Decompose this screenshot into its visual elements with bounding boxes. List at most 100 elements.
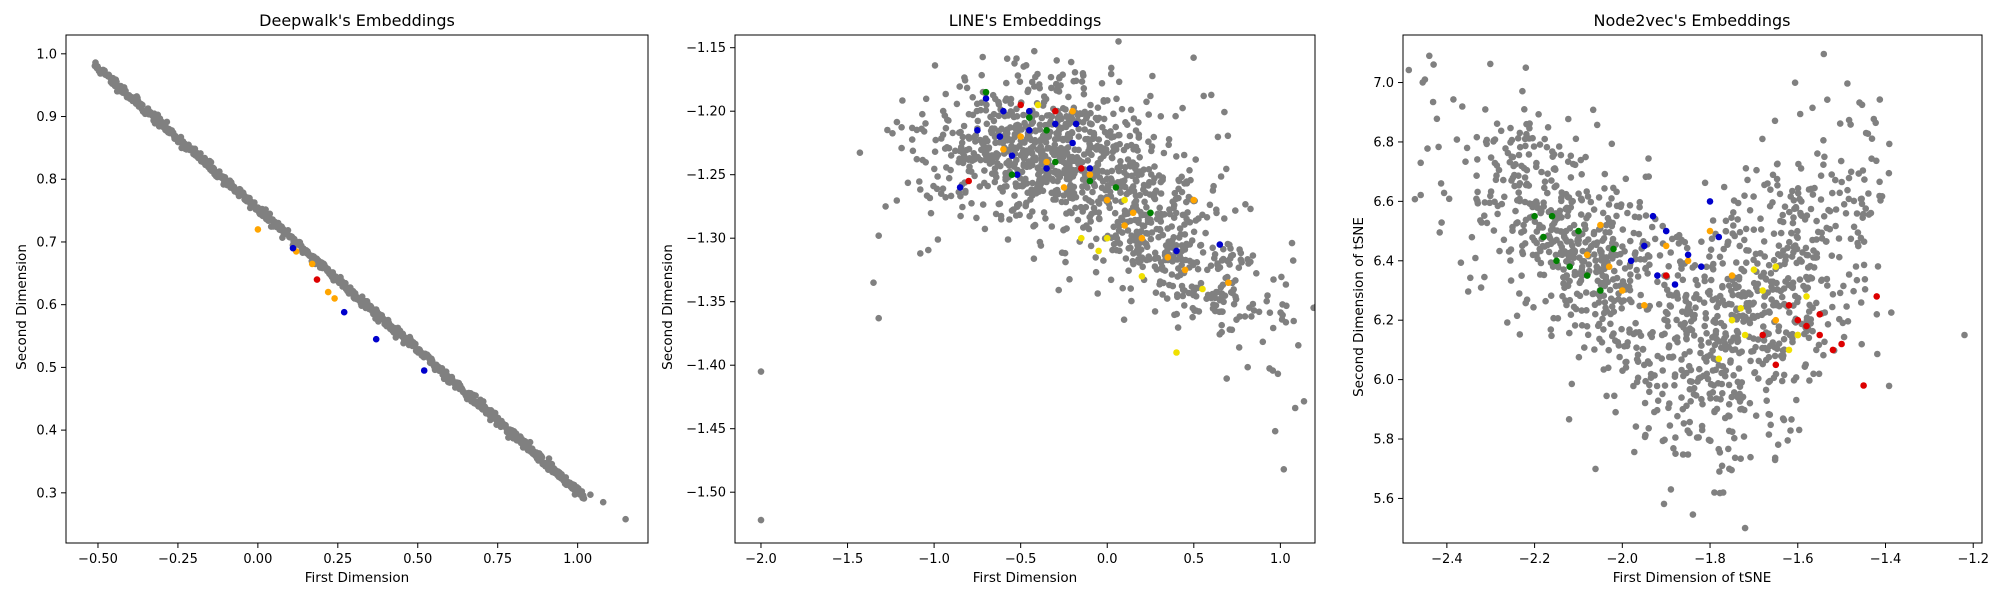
scatter-point [898, 144, 905, 152]
scatter-point [1138, 254, 1146, 261]
scatter-point [947, 152, 955, 159]
scatter-point [1716, 449, 1724, 456]
scatter-point [1689, 264, 1696, 271]
scatter-point [1074, 216, 1082, 224]
scatter-point [1146, 178, 1153, 186]
scatter-point [1122, 119, 1129, 126]
highlight-point-orange [1069, 107, 1076, 115]
scatter-point [1836, 253, 1843, 261]
highlight-point-red [1803, 322, 1810, 330]
highlight-point-blue [1698, 263, 1705, 271]
scatter-point [1775, 242, 1783, 249]
scatter-point [1722, 330, 1729, 337]
scatter-point [1548, 177, 1555, 184]
scatter-point [1616, 259, 1623, 267]
scatter-point [977, 156, 984, 164]
scatter-point [1156, 281, 1163, 288]
scatter-point [1702, 310, 1709, 317]
scatter-point [1794, 185, 1802, 192]
scatter-point [1712, 327, 1720, 335]
scatter-point [1421, 76, 1429, 83]
highlight-point-blue [1649, 212, 1657, 220]
scatter-point [1084, 157, 1092, 164]
scatter-point [1103, 149, 1110, 156]
scatter-point [1532, 163, 1540, 171]
scatter-point [1130, 203, 1137, 211]
scatter-point [1731, 454, 1739, 462]
scatter-point [1006, 136, 1013, 143]
scatter-point [1741, 524, 1749, 532]
scatter-point [870, 279, 877, 287]
scatter-point [1567, 152, 1575, 160]
scatter-point [1575, 236, 1582, 244]
scatter-point [1627, 271, 1634, 278]
scatter-point [1534, 255, 1541, 263]
scatter-point [1080, 85, 1088, 92]
scatter-point [1813, 217, 1820, 225]
scatter-point [1578, 272, 1586, 280]
scatter-point [1541, 135, 1548, 143]
scatter-point [757, 516, 765, 524]
plot-area: −0.50 −0.25 0.00 0.25 0.50 0.75 1.00 0.3 0.4 0.5 0… [36, 34, 649, 567]
highlight-point-orange [1684, 257, 1692, 265]
highlight-point-orange [1164, 253, 1172, 261]
highlight-point-orange [1662, 242, 1670, 250]
scatter-point [1674, 412, 1681, 420]
scatter-point [1612, 282, 1620, 290]
scatter-point [1738, 265, 1745, 273]
scatter-point [1512, 207, 1519, 215]
scatter-point [1173, 153, 1180, 160]
y-tick-label: −1.45 [686, 422, 726, 437]
scatter-point [1547, 240, 1555, 248]
scatter-point [1858, 101, 1866, 109]
scatter-point [1116, 240, 1124, 247]
scatter-series-orange [1000, 107, 1232, 287]
scatter-point [412, 340, 419, 348]
scatter-point [1618, 305, 1625, 312]
scatter-point [1722, 217, 1730, 225]
scatter-point [1189, 313, 1196, 321]
highlight-point-blue [1086, 165, 1094, 172]
scatter-point [1450, 96, 1457, 103]
scatter-point [1026, 212, 1033, 220]
scatter-point [1179, 104, 1186, 112]
highlight-point-red [1860, 382, 1867, 389]
scatter-point [1813, 346, 1820, 354]
scatter-point [1542, 297, 1549, 305]
scatter-point [1100, 257, 1107, 264]
scatter-point [1791, 79, 1799, 86]
highlight-point-orange [1728, 272, 1736, 279]
scatter-point [1031, 47, 1038, 55]
scatter-point [1080, 224, 1087, 231]
scatter-point [1059, 105, 1067, 112]
highlight-point-orange [324, 288, 332, 296]
scatter-point [1696, 296, 1703, 303]
scatter-point [1773, 160, 1781, 168]
scatter-point [1099, 178, 1107, 185]
highlight-point-yellow [1034, 101, 1042, 109]
scatter-point [1230, 300, 1238, 308]
scatter-point [1151, 163, 1158, 170]
scatter-point [1545, 248, 1553, 256]
scatter-point [1857, 299, 1865, 306]
scatter-point [1440, 189, 1448, 197]
highlight-point-red [1816, 311, 1823, 318]
scatter-point [1038, 151, 1045, 159]
highlight-point-orange [1619, 287, 1626, 294]
scatter-point [1601, 170, 1609, 178]
scatter-point [1487, 154, 1495, 161]
scatter-point [1022, 202, 1029, 210]
scatter-point [1742, 313, 1749, 321]
scatter-point [1820, 137, 1827, 144]
scatter-point [1734, 216, 1741, 223]
scatter-point [1242, 201, 1249, 208]
scatter-point [1459, 103, 1466, 110]
scatter-point [1525, 151, 1533, 158]
scatter-point [1682, 293, 1689, 301]
scatter-point [1671, 373, 1679, 381]
scatter-point [1700, 299, 1708, 307]
scatter-point [1181, 302, 1188, 309]
scatter-point [1612, 408, 1619, 416]
highlight-point-yellow [1750, 266, 1758, 274]
